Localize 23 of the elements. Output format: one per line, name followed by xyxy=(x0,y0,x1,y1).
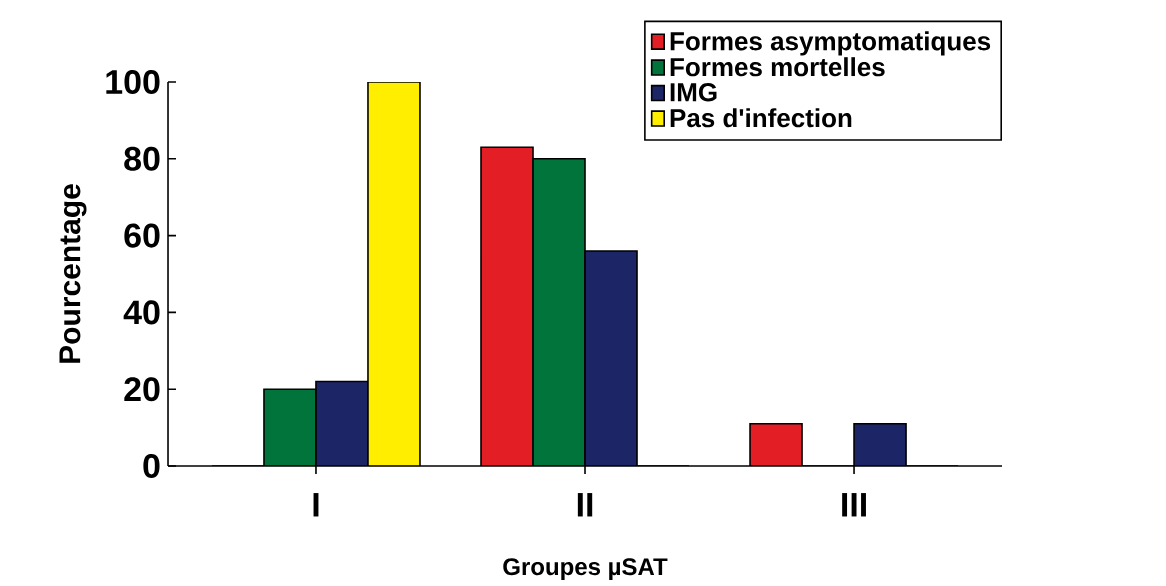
legend-label: IMG xyxy=(670,83,717,102)
bar xyxy=(853,422,907,467)
y-tick-label: 80 xyxy=(124,146,160,171)
y-tick-label: 20 xyxy=(124,377,160,402)
x-tick-label: I xyxy=(313,493,319,517)
y-tick-label: 100 xyxy=(106,69,160,95)
bar xyxy=(263,389,316,467)
legend-label: Pas d'infection xyxy=(670,108,852,128)
x-tick-label: II xyxy=(577,493,593,517)
x-axis-title: Groupes µSAT xyxy=(503,558,668,580)
legend-label: Formes mortelles xyxy=(670,57,885,77)
x-tick-label: III xyxy=(842,493,866,517)
bar xyxy=(749,422,803,467)
bar xyxy=(585,250,638,467)
bar xyxy=(481,147,534,467)
y-axis-title: Pourcentage xyxy=(59,184,87,363)
y-tick-label: 0 xyxy=(143,453,160,479)
legend-label: Formes asymptomatiques xyxy=(670,31,991,56)
bar xyxy=(367,82,420,467)
y-tick-label: 40 xyxy=(123,300,160,325)
y-tick-label: 60 xyxy=(124,223,160,248)
bar xyxy=(315,381,368,467)
bar xyxy=(533,158,586,467)
